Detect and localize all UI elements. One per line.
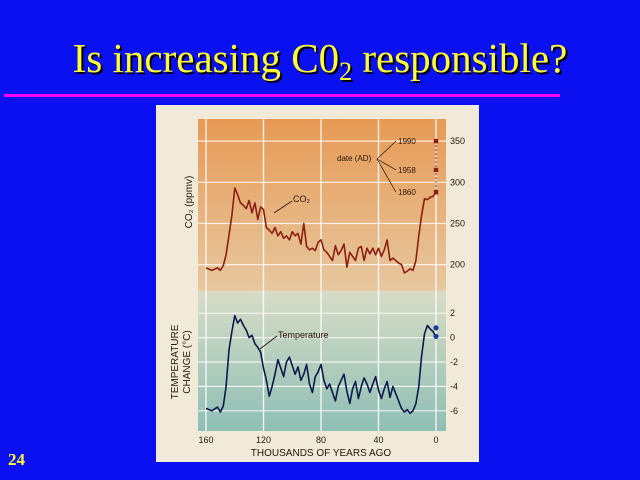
x-tick-label: 120 xyxy=(256,435,271,445)
date-annotation-year: 1990 xyxy=(398,137,416,146)
co2-axis-label: CO₂ (ppmv) xyxy=(184,176,195,229)
x-tick-label: 40 xyxy=(373,435,383,445)
x-tick-label: 80 xyxy=(316,435,326,445)
temperature-y-tick-label: -6 xyxy=(450,406,458,416)
temperature-series-label: Temperature xyxy=(278,330,329,340)
co2-y-tick-label: 200 xyxy=(450,260,465,270)
temperature-axis-label-line1: TEMPERATURE xyxy=(170,324,181,399)
date-annotation-leader xyxy=(376,158,397,171)
temperature-y-tick-label: -4 xyxy=(450,381,458,391)
temperature-y-tick-label: 0 xyxy=(450,333,455,343)
temperature-y-tick-label: -2 xyxy=(450,357,458,367)
x-tick-label: 0 xyxy=(433,435,438,445)
co2-temperature-chart: 160 120 80 40 0 200 250 300 350 2 0 -2 -4 -6 CO₂ (ppm… xyxy=(156,105,479,462)
date-annotation-label: date (AD) xyxy=(337,154,372,163)
title-underline xyxy=(4,94,560,97)
tick-labels: 160 120 80 40 0 200 250 300 350 2 0 -2 -4 -6 xyxy=(198,136,465,445)
x-axis-label: THOUSANDS OF YEARS AGO xyxy=(251,448,392,459)
date-annotation-year: 1860 xyxy=(398,188,416,197)
co2-label-leader xyxy=(273,200,293,214)
temperature-label-leader xyxy=(259,335,278,350)
x-tick-label: 160 xyxy=(198,435,213,445)
date-annotation-year: 1958 xyxy=(398,166,416,175)
co2-series-label: CO₂ xyxy=(293,194,311,204)
data-series xyxy=(205,138,439,415)
slide-title: Is increasing C02 responsible? xyxy=(0,38,640,85)
date-annotation-leader xyxy=(376,140,397,160)
title-rest: responsible? xyxy=(352,35,568,81)
slide-number: 24 xyxy=(8,450,25,469)
co2-y-tick-label: 350 xyxy=(450,136,465,146)
co2-y-tick-label: 250 xyxy=(450,218,465,228)
co2-y-tick-label: 300 xyxy=(450,177,465,187)
co2-line xyxy=(205,187,437,274)
temperature-line xyxy=(205,314,437,415)
co2-date-marker xyxy=(433,189,439,195)
temperature-y-tick-label: 2 xyxy=(450,308,455,318)
temperature-endpoint-marker xyxy=(433,325,439,331)
co2-panel-bg xyxy=(198,119,446,291)
temperature-axis-label-line2: CHANGE (°C) xyxy=(182,330,193,393)
date-annotation-leader xyxy=(376,158,397,193)
title-main: Is increasing C0 xyxy=(72,35,340,81)
chart-labels: CO₂ (ppmv) CO₂ date (AD) 1990 1958 1860 TEMPER… xyxy=(170,137,416,459)
temperature-endpoint-marker xyxy=(433,333,439,339)
title-subscript: 2 xyxy=(339,57,353,86)
temperature-panel-bg xyxy=(198,291,446,431)
